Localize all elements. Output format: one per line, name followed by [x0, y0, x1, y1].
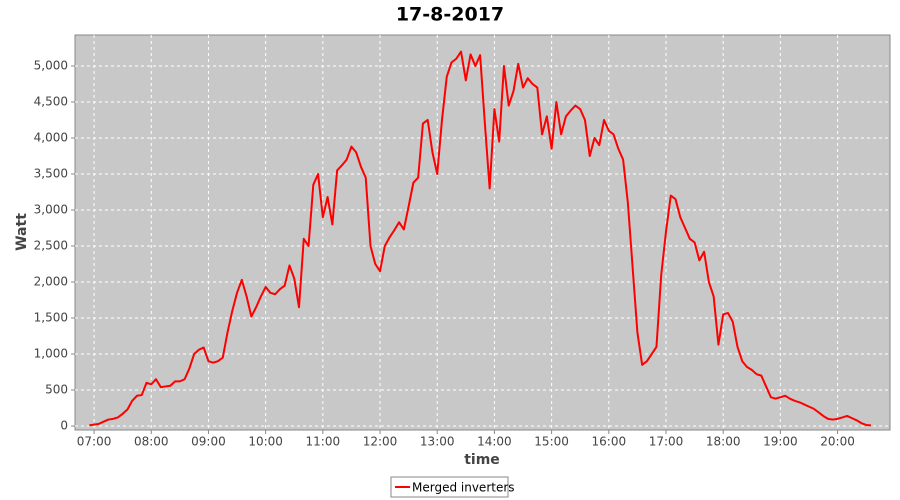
x-tick-label: 08:00 — [134, 435, 169, 449]
x-tick-label: 10:00 — [248, 435, 283, 449]
x-tick-label: 12:00 — [363, 435, 398, 449]
y-tick-label: 500 — [45, 383, 68, 397]
x-tick-label: 20:00 — [820, 435, 855, 449]
legend-label: Merged inverters — [412, 481, 515, 495]
legend-box — [390, 476, 509, 498]
y-tick-label: 5,000 — [34, 58, 68, 72]
x-tick-label: 09:00 — [191, 435, 226, 449]
x-tick-label: 16:00 — [592, 435, 627, 449]
y-tick-label: 0 — [60, 419, 68, 433]
y-tick-label: 2,500 — [34, 239, 68, 253]
x-axis-label: time — [464, 452, 500, 468]
x-tick-label: 14:00 — [477, 435, 512, 449]
y-tick-label: 4,000 — [34, 130, 68, 144]
x-tick-label: 13:00 — [420, 435, 455, 449]
x-tick-label: 15:00 — [534, 435, 569, 449]
series-line — [89, 50, 872, 427]
chart-title: 17-8-2017 — [396, 4, 504, 26]
y-tick-label: 2,000 — [34, 275, 68, 289]
y-tick-label: 1,000 — [34, 347, 68, 361]
x-tick-label: 07:00 — [77, 435, 112, 449]
x-tick-label: 18:00 — [706, 435, 741, 449]
y-tick-label: 1,500 — [34, 311, 68, 325]
y-tick-label: 3,000 — [34, 202, 68, 216]
y-tick-label: 3,500 — [34, 166, 68, 180]
x-tick-label: 17:00 — [649, 435, 684, 449]
x-tick-label: 19:00 — [763, 435, 798, 449]
y-tick-label: 4,500 — [34, 94, 68, 108]
y-axis-label: Watt — [14, 213, 30, 251]
x-tick-label: 11:00 — [306, 435, 341, 449]
